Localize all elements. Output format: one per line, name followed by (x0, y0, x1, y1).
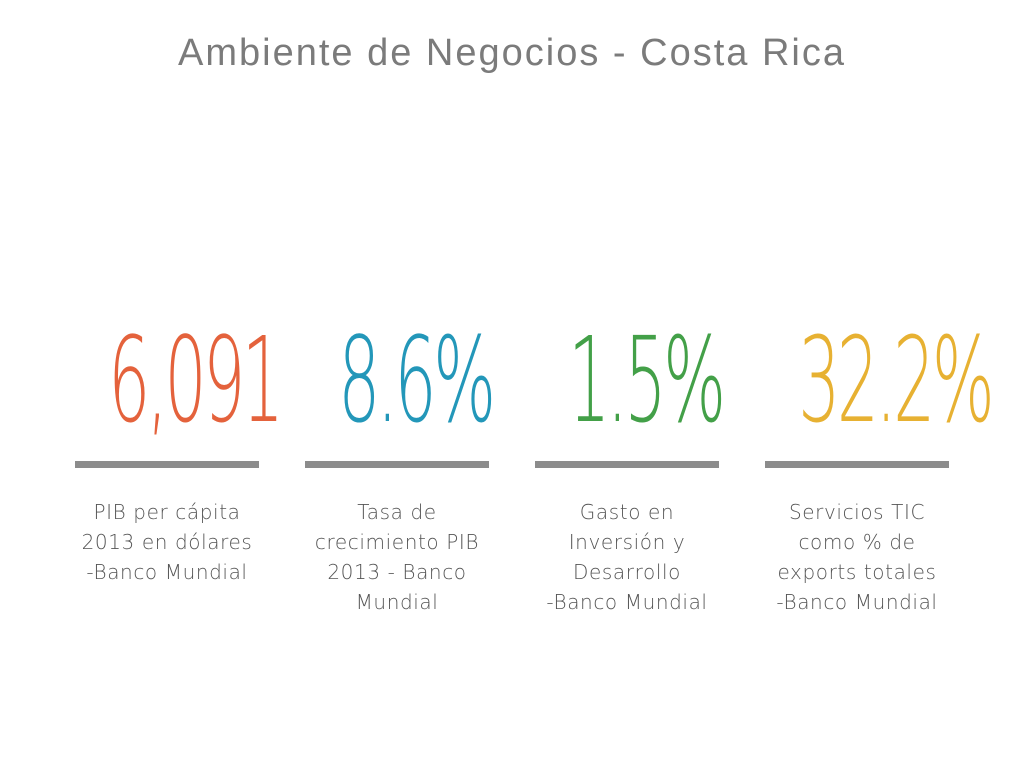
stat-label-line: crecimiento PIB (314, 530, 480, 554)
stat-label-line: Mundial (355, 590, 439, 614)
stat-gdp-growth: 8.6% Tasa de crecimiento PIB 2013 - Banc… (292, 311, 502, 614)
stat-label-line: exports totales (777, 560, 937, 584)
stat-gdp-per-capita: 6,091 PIB per cápita 2013 en dólares -Ba… (62, 311, 284, 584)
stat-label-line: Desarrollo (573, 560, 681, 584)
stat-divider (305, 461, 489, 468)
stat-divider (535, 461, 719, 468)
stat-value: 32.2% (798, 311, 994, 449)
stat-label-line: Inversión y (568, 530, 686, 554)
stat-label-line: 2013 - Banco (327, 560, 467, 584)
stat-divider (765, 461, 949, 468)
stat-label-line: Servicios TIC (788, 500, 926, 524)
stat-rd-spending: 1.5% Gasto en Inversión y Desarrollo -Ba… (522, 311, 732, 614)
stat-divider (75, 461, 259, 468)
stat-value: 8.6% (338, 311, 496, 449)
stat-label: Servicios TIC como % de exports totales … (752, 497, 962, 617)
page-title: Ambiente de Negocios - Costa Rica (178, 32, 846, 74)
stat-label-line: Tasa de (357, 500, 437, 524)
stat-label-line: Gasto en (579, 500, 675, 524)
stat-label-line: PIB per cápita (93, 500, 241, 524)
stat-label-line: como % de (798, 530, 916, 554)
stat-value: 1.5% (568, 311, 726, 449)
stat-value: 6,091 (108, 311, 284, 449)
stat-label: Gasto en Inversión y Desarrollo -Banco M… (522, 497, 732, 617)
stat-label: Tasa de crecimiento PIB 2013 - Banco Mun… (292, 497, 502, 617)
stat-label-line: -Banco Mundial (546, 590, 708, 614)
stat-label-line: 2013 en dólares (81, 530, 253, 554)
stat-ict-services: 32.2% Servicios TIC como % de exports to… (752, 311, 995, 614)
stat-label-line: -Banco Mundial (776, 590, 938, 614)
stat-label-line: -Banco Mundial (86, 560, 248, 584)
stat-label: PIB per cápita 2013 en dólares -Banco Mu… (62, 497, 272, 587)
